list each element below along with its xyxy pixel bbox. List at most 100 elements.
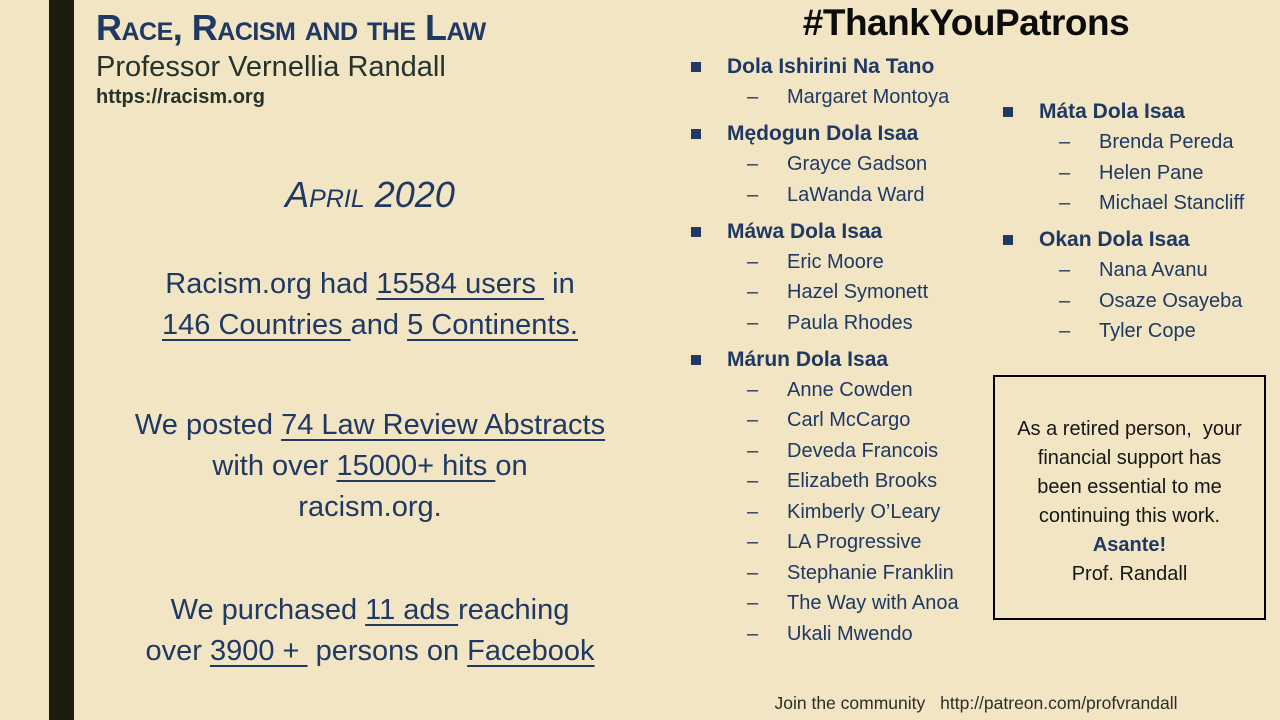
patron-member: – The Way with Anoa [685,589,985,620]
patron-member-name: Deveda Francois [787,439,939,462]
square-bullet-icon [691,62,701,73]
patron-member-name: Tyler Cope [1099,320,1196,343]
retirement-note-box: As a retired person, your financial supp… [993,375,1266,620]
patron-member: – Tyler Cope [997,317,1280,348]
dash-bullet-icon: – [1059,161,1071,184]
dash-bullet-icon: – [1059,259,1071,282]
patron-member: – Hazel Symonett [685,278,985,309]
note-asante: Asante! [1092,534,1167,556]
dash-bullet-icon: – [1059,131,1071,154]
dash-bullet-icon: – [747,622,759,645]
patron-group-header: Márun Dola Isaa [685,345,985,376]
patron-group-header: Dola Ishirini Na Tano [685,52,985,83]
patron-member-name: Elizabeth Brooks [787,470,938,493]
dash-bullet-icon: – [747,500,759,523]
dash-bullet-icon: – [1059,192,1071,215]
patron-group-header: Máwa Dola Isaa [685,217,985,248]
patron-group-label: Máwa Dola Isaa [727,219,883,243]
note-signature: Prof. Randall [1071,563,1188,585]
patron-member-name: Stephanie Franklin [787,561,954,584]
patron-member-name: LA Progressive [787,531,922,554]
patron-member: – Grayce Gadson [685,150,985,181]
dash-bullet-icon: – [747,86,759,109]
patron-group-label: Okan Dola Isaa [1039,228,1190,252]
patron-group-label: Márun Dola Isaa [727,347,889,371]
dash-bullet-icon: – [747,470,759,493]
patron-member: – Carl McCargo [685,406,985,437]
patron-member-name: Nana Avanu [1099,259,1208,282]
square-bullet-icon [1003,235,1013,246]
square-bullet-icon [691,129,701,140]
patreon-url-link[interactable]: http://patreon.com/profvrandall [940,693,1178,713]
square-bullet-icon [1003,107,1013,118]
patron-member-name: Ukali Mwendo [787,622,913,645]
patron-group-header: Máta Dola Isaa [997,97,1280,128]
thank-you-patrons-heading: #ThankYouPatrons [802,2,1130,43]
dash-bullet-icon: – [747,183,759,206]
patron-member: – Anne Cowden [685,375,985,406]
patron-list-column-2: Máta Dola Isaa – Brenda Pereda – Helen P… [997,91,1280,347]
dash-bullet-icon: – [747,439,759,462]
dash-bullet-icon: – [747,311,759,334]
patron-member: – Paula Rhodes [685,308,985,339]
dash-bullet-icon: – [747,561,759,584]
note-line: As a retired person, your [1017,418,1242,440]
patron-member-name: Helen Pane [1099,161,1204,184]
dash-bullet-icon: – [747,409,759,432]
dash-bullet-icon: – [1059,289,1071,312]
patron-member-name: Carl McCargo [787,409,911,432]
patron-group-label: Mędogun Dola Isaa [727,122,919,146]
left-accent-bar [49,0,74,720]
patron-group-header: Okan Dola Isaa [997,225,1280,256]
patron-member-name: The Way with Anoa [787,592,959,615]
patron-member-name: Osaze Osayeba [1099,289,1243,312]
dash-bullet-icon: – [747,281,759,304]
patron-member-name: Brenda Pereda [1099,131,1234,154]
patron-member: – Helen Pane [997,158,1280,189]
square-bullet-icon [691,226,701,237]
dash-bullet-icon: – [747,378,759,401]
patron-member-name: Grayce Gadson [787,153,928,176]
patron-list-column-1: Dola Ishirini Na Tano – Margaret Montoya… [685,46,985,650]
dash-bullet-icon: – [1059,320,1071,343]
dash-bullet-icon: – [747,531,759,554]
patron-member-name: Eric Moore [787,250,884,273]
patron-member-name: Kimberly O’Leary [787,500,941,523]
patron-member: – Michael Stancliff [997,189,1280,220]
patron-member: – Eric Moore [685,247,985,278]
patron-group-header: Mędogun Dola Isaa [685,119,985,150]
patron-member-name: Paula Rhodes [787,311,913,334]
patron-member: – Nana Avanu [997,256,1280,287]
patron-member: – Brenda Pereda [997,128,1280,159]
patron-member: – Stephanie Franklin [685,558,985,589]
report-date: April 2020 [285,174,455,215]
patron-group-label: Dola Ishirini Na Tano [727,55,935,79]
patron-member: – Elizabeth Brooks [685,467,985,498]
patron-member-name: Anne Cowden [787,378,913,401]
note-line: been essential to me [1037,476,1222,498]
patron-member-name: Michael Stancliff [1099,192,1245,215]
patron-member-name: Hazel Symonett [787,281,929,304]
stat-ads: We purchased 11 ads reaching over 3900 + … [145,594,595,667]
patron-member: – Margaret Montoya [685,83,985,114]
stat-users: Racism.org had 15584 users in 146 Countri… [162,268,578,341]
dash-bullet-icon: – [747,592,759,615]
slide-title: Race, Racism and the Law [96,7,486,48]
patron-member: – Kimberly O’Leary [685,497,985,528]
note-line: financial support has [1037,447,1222,469]
patron-group-label: Máta Dola Isaa [1039,100,1185,124]
footer-label: Join the community [774,693,926,713]
community-footer: Join the community http://patreon.com/pr… [700,693,1252,714]
stat-abstracts: We posted 74 Law Review Abstracts with ov… [134,409,606,523]
patron-member: – LA Progressive [685,528,985,559]
patron-member: – LaWanda Ward [685,180,985,211]
dash-bullet-icon: – [747,153,759,176]
patron-member: – Deveda Francois [685,436,985,467]
site-url-link[interactable]: https://racism.org [96,86,265,108]
patron-member-name: Margaret Montoya [787,86,950,109]
slide-header: Race, Racism and the Law Professor Verne… [96,8,486,109]
dash-bullet-icon: – [747,250,759,273]
patron-member: – Ukali Mwendo [685,619,985,650]
patron-member-name: LaWanda Ward [787,183,925,206]
note-line: continuing this work. [1038,505,1221,527]
